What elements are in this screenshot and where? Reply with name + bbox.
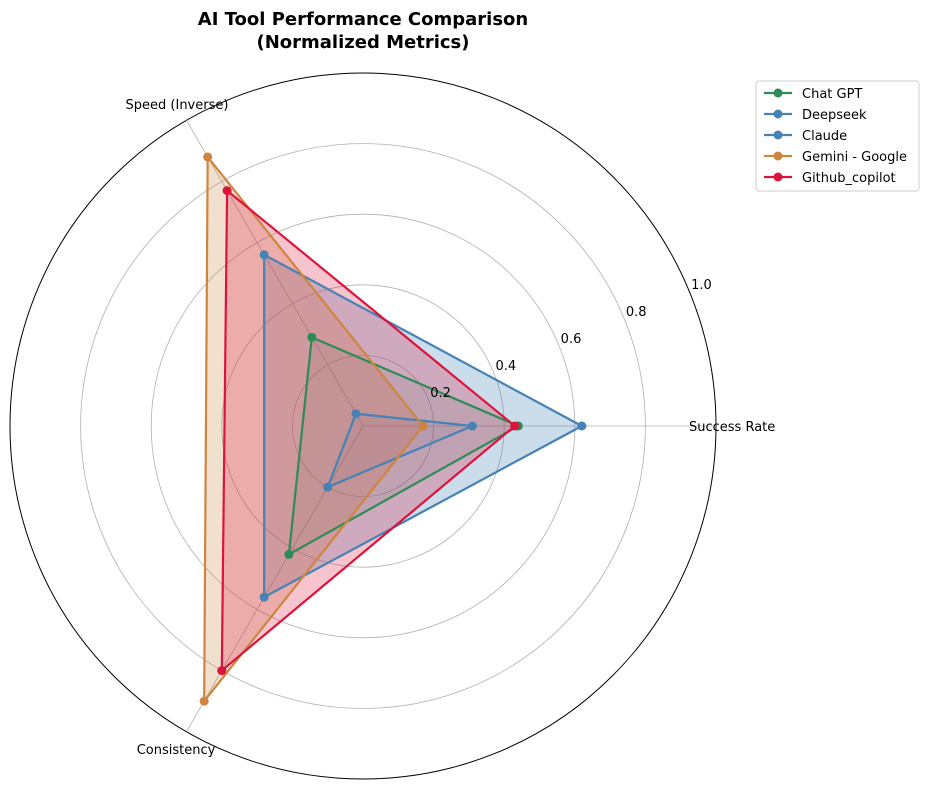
chart-title: AI Tool Performance Comparison (Normaliz… — [198, 9, 528, 53]
series-points — [199, 152, 587, 706]
grid-spoke — [186, 120, 364, 427]
data-point — [351, 409, 361, 419]
series-fill — [204, 156, 424, 702]
series-fills — [204, 156, 582, 702]
data-point — [323, 482, 333, 492]
data-point — [510, 421, 520, 431]
legend-marker — [773, 172, 783, 182]
legend-marker — [773, 88, 783, 98]
radial-tick-label: 0.4 — [495, 359, 516, 374]
data-point — [259, 250, 269, 260]
legend-marker — [773, 151, 783, 161]
data-point — [418, 421, 428, 431]
series-lines — [203, 155, 583, 703]
series-line — [263, 253, 583, 599]
grid-spoke — [186, 425, 364, 732]
axis-label: Success Rate — [689, 420, 775, 435]
series-fill — [288, 337, 519, 555]
radial-tick-label: 0.2 — [430, 386, 451, 401]
series-line — [220, 189, 516, 672]
data-point — [307, 332, 317, 342]
legend-label: Claude — [802, 129, 847, 144]
legend-marker — [773, 109, 783, 119]
legend-marker — [773, 130, 783, 140]
radial-tick-label: 0.8 — [626, 305, 647, 320]
radial-tick-label: 1.0 — [691, 278, 712, 293]
axis-label: Consistency — [137, 743, 216, 758]
radial-tick-label: 0.6 — [561, 332, 582, 347]
legend-label: Gemini - Google — [802, 150, 907, 165]
chart-title-line-1: AI Tool Performance Comparison — [198, 9, 528, 30]
data-point — [577, 421, 587, 431]
data-point — [199, 696, 209, 706]
series-line — [203, 155, 425, 703]
data-point — [467, 421, 477, 431]
data-point — [203, 152, 213, 162]
data-point — [222, 186, 232, 196]
data-point — [217, 666, 227, 676]
radial-tick-labels: 0.2 0.4 0.6 0.8 1.0 — [430, 278, 712, 401]
axis-label: Speed (Inverse) — [126, 98, 229, 113]
data-point — [284, 549, 294, 559]
legend-label: Chat GPT — [802, 87, 862, 102]
legend-label: Deepseek — [802, 108, 867, 123]
polar-grid — [9, 72, 717, 780]
legend: Chat GPT Deepseek Claude Gemini - Google Git… — [755, 80, 920, 192]
data-point — [259, 592, 269, 602]
axis-labels: Success Rate Speed (Inverse) Consistency — [126, 98, 776, 758]
legend-frame — [755, 80, 920, 192]
series-fill — [327, 413, 473, 488]
chart-title-line-2: (Normalized Metrics) — [257, 32, 470, 53]
series-line — [287, 336, 520, 556]
legend-label: Github_copilot — [802, 171, 896, 186]
